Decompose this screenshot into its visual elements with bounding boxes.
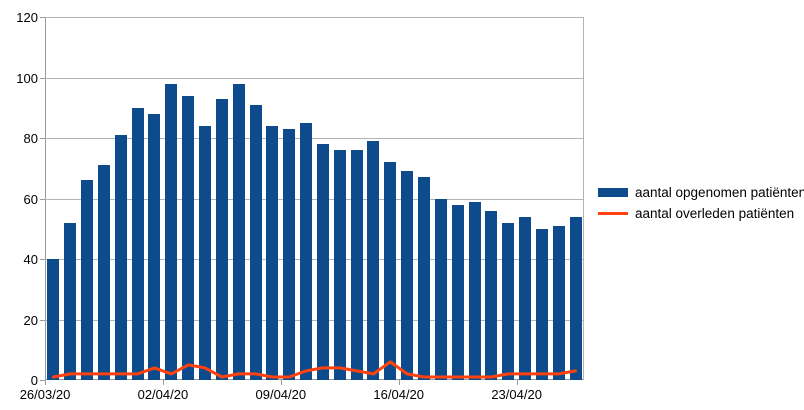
- gridline-80: [45, 138, 584, 139]
- bar-15/04/20: [384, 162, 397, 380]
- bar-04/04/20: [199, 125, 212, 380]
- bar-10/04/20: [300, 122, 313, 380]
- bar-30/03/20: [114, 134, 127, 380]
- bar-02/04/20: [165, 83, 178, 380]
- plot-area: [45, 17, 584, 380]
- x-tick-mark: [45, 380, 46, 385]
- x-tick-label-26/03/20: 26/03/20: [19, 387, 71, 402]
- bar-26/04/20: [569, 216, 582, 380]
- bar-13/04/20: [350, 150, 363, 380]
- x-tick-label-02/04/20: 02/04/20: [137, 387, 189, 402]
- deceased-line-layer: [51, 360, 578, 379]
- y-tick-mark: [40, 17, 45, 18]
- gridline-20: [45, 319, 584, 321]
- x-tick-label-16/04/20: 16/04/20: [373, 387, 425, 402]
- bar-20/04/20: [468, 201, 481, 380]
- bar-31/03/20: [131, 107, 144, 380]
- bar-24/04/20: [535, 228, 548, 380]
- y-tick-label-100: 100: [16, 70, 38, 86]
- y-tick-label-120: 120: [16, 10, 38, 25]
- legend: aantal opgenomen patiënten aantal overle…: [598, 182, 804, 224]
- gridline-40: [45, 259, 584, 260]
- x-tick-mark: [280, 380, 282, 385]
- bar-18/04/20: [434, 198, 447, 380]
- bar-23/04/20: [519, 216, 532, 380]
- bar-05/04/20: [215, 98, 228, 380]
- bar-28/03/20: [81, 180, 94, 380]
- x-tick-mark: [516, 380, 518, 385]
- bar-22/04/20: [502, 222, 515, 380]
- y-tick-label-20: 20: [23, 312, 38, 328]
- bar-16/04/20: [401, 171, 414, 380]
- bar-27/03/20: [64, 222, 77, 380]
- bar-11/04/20: [316, 144, 329, 380]
- deceased-series-swatch: [598, 212, 628, 215]
- y-tick-label-80: 80: [23, 131, 38, 146]
- y-tick-label-60: 60: [23, 191, 38, 207]
- x-tick-mark: [398, 380, 400, 385]
- y-tick-mark: [40, 77, 45, 79]
- bar-25/04/20: [552, 225, 565, 380]
- bar-14/04/20: [367, 141, 380, 380]
- y-tick-label-40: 40: [23, 252, 38, 267]
- y-tick-mark: [40, 198, 45, 200]
- bar-08/04/20: [266, 125, 279, 380]
- y-tick-mark: [40, 138, 45, 139]
- legend-item-admitted: aantal opgenomen patiënten: [598, 182, 804, 203]
- x-tick-label-09/04/20: 09/04/20: [255, 387, 307, 402]
- bar-06/04/20: [232, 83, 245, 380]
- bar-26/03/20: [47, 259, 60, 380]
- bar-09/04/20: [283, 128, 296, 380]
- bar-19/04/20: [451, 204, 464, 380]
- bar-03/04/20: [182, 95, 195, 380]
- y-tick-label-0: 0: [30, 373, 38, 388]
- x-axis-line: [45, 379, 584, 380]
- y-tick-mark: [40, 259, 45, 260]
- admitted-series-swatch: [598, 188, 628, 197]
- legend-label-admitted: aantal opgenomen patiënten: [635, 185, 804, 200]
- legend-item-deceased: aantal overleden patiënten: [598, 203, 804, 224]
- gridline-100: [45, 77, 584, 79]
- bar-01/04/20: [148, 113, 161, 380]
- bar-12/04/20: [333, 150, 346, 380]
- x-tick-label-23/04/20: 23/04/20: [491, 387, 542, 402]
- y-tick-mark: [40, 380, 45, 381]
- gridline-60: [45, 198, 584, 200]
- y-tick-mark: [40, 319, 45, 321]
- gridline-120: [45, 17, 584, 18]
- deceased-line: [51, 360, 578, 379]
- legend-label-deceased: aantal overleden patiënten: [635, 206, 795, 221]
- bar-29/03/20: [97, 165, 110, 380]
- bar-17/04/20: [417, 177, 430, 380]
- bar-21/04/20: [485, 210, 498, 380]
- bar-07/04/20: [249, 104, 262, 380]
- x-tick-mark: [162, 380, 164, 385]
